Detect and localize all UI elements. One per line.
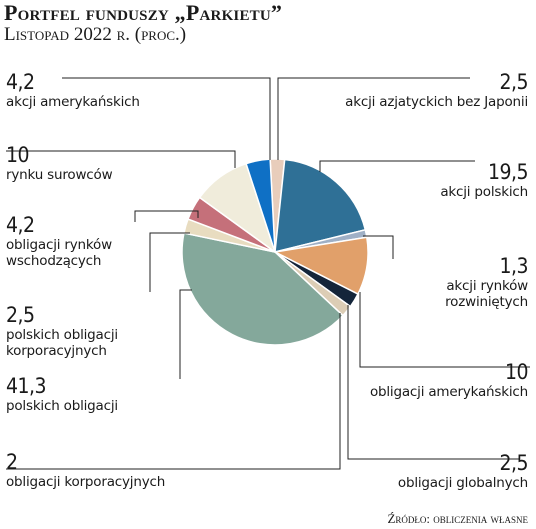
caption-akcji-rozwinietych-2: rozwiniętych [445,294,528,310]
leader-akcji-amerykanskich [62,77,271,160]
caption-polskich-obligacji-korp-2: korporacyjnych [6,343,107,359]
caption-akcji-azjatyckich: akcji azjatyckich bez Japonii [345,94,528,110]
leader-obligacji-wschodzacych [134,210,199,222]
label-akcji-polskich: 19,5 akcji polskich [440,160,528,200]
caption-akcji-amerykanskich: akcji amerykańskich [6,94,140,110]
leader-polskich-obligacji [179,289,192,379]
leader-polskich-obligacji-korp [149,232,190,292]
leader-lines [6,77,530,470]
value-akcji-rozwinietych: 1,3 [499,254,528,278]
value-akcji-polskich: 19,5 [487,160,529,184]
label-akcji-azjatyckich: 2,5 akcji azjatyckich bez Japonii [345,70,528,110]
caption-akcji-polskich: akcji polskich [440,184,528,200]
caption-polskich-obligacji: polskich obligacji [6,398,118,414]
value-obligacji-wschodzacych: 4,2 [6,213,35,237]
pie-slices [181,158,369,346]
caption-obligacji-amerykanskich: obligacji amerykańskich [369,384,528,400]
value-polskich-obligacji-korp: 2,5 [6,303,35,327]
label-obligacji-korporacyjnych: 2 obligacji korporacyjnych [6,450,165,490]
source-note: Źródło: obliczenia własne [387,511,528,526]
pie-slice-2 [274,158,367,253]
label-polskich-obligacji-korp: 2,5 polskich obligacji korporacyjnych [6,303,118,359]
caption-obligacji-korporacyjnych: obligacji korporacyjnych [6,474,166,490]
label-akcji-amerykanskich: 4,2 akcji amerykańskich [6,70,140,110]
label-obligacji-wschodzacych: 4,2 obligacji rynków wschodzących [6,213,112,269]
value-obligacji-amerykanskich: 10 [504,360,529,384]
value-akcji-azjatyckich: 2,5 [499,70,528,94]
value-polskich-obligacji: 41,3 [6,374,47,398]
value-obligacji-korporacyjnych: 2 [6,450,18,474]
value-obligacji-globalnych: 2,5 [499,451,528,475]
label-akcji-rozwinietych: 1,3 akcji rynków rozwiniętych [445,254,528,310]
value-rynku-surowcow: 10 [6,143,30,167]
caption-akcji-rozwinietych-1: akcji rynków [446,278,528,294]
caption-rynku-surowcow: rynku surowców [6,167,113,183]
value-akcji-amerykanskich: 4,2 [6,70,35,94]
leader-obligacji-globalnych [347,305,520,460]
pie-slice-7 [181,232,344,346]
label-obligacji-globalnych: 2,5 obligacji globalnych [397,451,529,491]
label-polskich-obligacji: 41,3 polskich obligacji [6,374,118,414]
leader-akcji-polskich [319,160,475,172]
caption-obligacji-wschodzacych-2: wschodzących [6,253,102,269]
label-obligacji-amerykanskich: 10 obligacji amerykańskich [369,360,529,400]
label-rynku-surowcow: 10 rynku surowców [6,143,113,183]
caption-obligacji-wschodzacych-1: obligacji rynków [6,237,112,253]
caption-polskich-obligacji-korp-1: polskich obligacji [6,327,118,343]
leader-akcji-azjatyckich [277,77,470,160]
leader-obligacji-amerykanskich [359,292,530,368]
caption-obligacji-globalnych: obligacji globalnych [397,475,528,491]
leader-rynku-surowcow [6,150,236,168]
chart-subtitle: Listopad 2022 r. (proc.) [4,24,187,45]
leader-obligacji-korporacyjnych [6,313,341,470]
leader-akcji-rozwinietych [363,235,394,259]
chart-title: Portfel funduszy „Parkietu” [4,0,283,25]
